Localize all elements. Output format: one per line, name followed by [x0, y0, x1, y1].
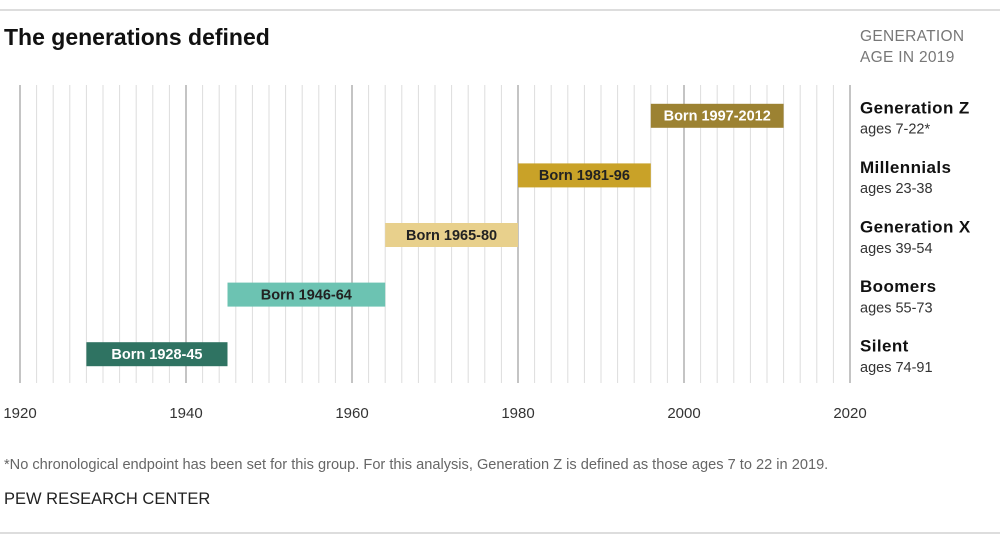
- footnote: *No chronological endpoint has been set …: [4, 457, 829, 473]
- bar-label: Born 1946-64: [261, 287, 352, 303]
- bar-label: Born 1965-80: [406, 228, 497, 244]
- x-tick-label: 1960: [335, 405, 368, 422]
- bar-label: Born 1981-96: [539, 168, 630, 184]
- category-label: Boomers: [860, 277, 937, 296]
- source: PEW RESEARCH CENTER: [4, 490, 211, 508]
- x-tick-label: 1940: [169, 405, 202, 422]
- bar-label: Born 1997-2012: [664, 109, 771, 125]
- x-tick-label: 2000: [667, 405, 700, 422]
- side-header: GENERATION AGE IN 2019: [860, 28, 965, 66]
- category-label: Silent: [860, 337, 909, 356]
- bar: [86, 342, 228, 367]
- x-tick-label: 1920: [3, 405, 36, 422]
- category-subtitle: ages 39-54: [860, 241, 933, 257]
- bar-label: Born 1928-45: [111, 347, 202, 363]
- category-subtitle: ages 55-73: [860, 300, 933, 316]
- bar: [518, 163, 651, 188]
- bar: [650, 103, 784, 128]
- bar: [385, 223, 518, 247]
- x-tick-label: 2020: [833, 405, 866, 422]
- bar: [227, 282, 386, 307]
- category-subtitle: ages 7-22*: [860, 122, 930, 138]
- x-tick-label: 1980: [501, 405, 534, 422]
- plot-area: 1920 1940 1960 1980 2000 2020 Born 1997-2012 Ge…: [3, 85, 971, 422]
- category-subtitle: ages 23-38: [860, 181, 933, 197]
- category-label: Generation X: [860, 217, 971, 236]
- chart-title: The generations defined: [4, 24, 270, 50]
- category-label: Millennials: [860, 158, 951, 177]
- category-subtitle: ages 74-91: [860, 360, 933, 376]
- category-label: Generation Z: [860, 98, 970, 117]
